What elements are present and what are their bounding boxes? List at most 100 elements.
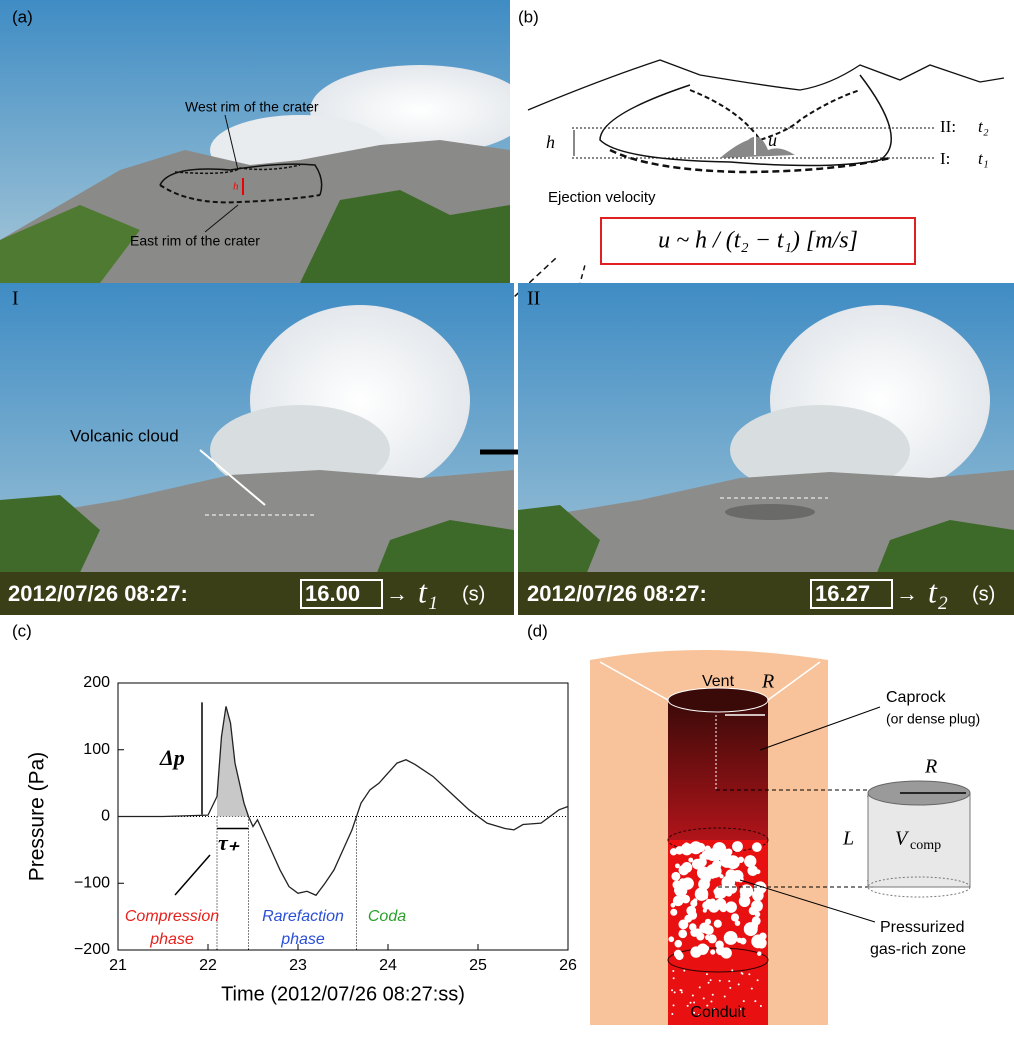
bubble <box>744 922 758 936</box>
y-tick-label: 0 <box>101 808 110 825</box>
bubble <box>731 913 739 921</box>
label: Vent <box>702 673 735 690</box>
bubble <box>738 983 740 985</box>
bubble <box>710 1001 712 1003</box>
bubble <box>704 946 709 951</box>
x-axis-label: Time (2012/07/26 08:27:ss) <box>221 983 465 1005</box>
bubble <box>740 884 753 897</box>
timestamp-seconds: 16.00 <box>305 581 360 606</box>
bubble <box>671 1013 673 1015</box>
bubble <box>710 949 715 954</box>
bubble <box>674 950 682 958</box>
photo-a <box>0 0 530 283</box>
bubble <box>670 848 677 855</box>
phase-label: Rarefaction <box>262 908 344 925</box>
bubble <box>715 898 726 909</box>
bubble <box>729 987 731 989</box>
annotation: II: <box>940 117 956 136</box>
time-symbol: t₁ <box>418 573 438 609</box>
phase-label: Coda <box>368 908 406 925</box>
bubble <box>681 862 692 873</box>
bubble <box>703 997 705 999</box>
tau: τ₊ <box>218 830 240 855</box>
bubble <box>724 996 726 998</box>
label: Pressurized <box>880 919 964 936</box>
y-tick-label: −100 <box>74 874 110 891</box>
bubble <box>744 855 756 867</box>
bubble <box>692 994 694 996</box>
bubble <box>673 881 679 887</box>
y-tick-label: −200 <box>74 941 110 958</box>
bubble <box>678 929 687 938</box>
bubble <box>725 901 736 912</box>
panel-label: (c) <box>12 621 32 640</box>
annotation: Volcanic cloud <box>70 426 179 445</box>
bubble <box>731 969 733 971</box>
arrow: → <box>386 581 408 606</box>
data-line <box>118 706 568 895</box>
photo-frame-1 <box>0 283 514 615</box>
timestamp: 2012/07/26 08:27: <box>8 581 188 606</box>
phase-label: phase <box>280 931 325 948</box>
bubble <box>682 879 687 884</box>
label: Conduit <box>690 1004 746 1021</box>
figure: (a) West rim of the crater East rim of t… <box>0 0 1014 1032</box>
annotation: h <box>546 132 555 152</box>
delta-p: Δp <box>159 745 185 770</box>
bubble <box>724 931 738 945</box>
bubble <box>687 1005 689 1007</box>
bubble <box>686 906 696 916</box>
annotation: h <box>233 181 239 193</box>
bubble <box>708 982 710 984</box>
bubble <box>719 874 723 878</box>
bubble <box>752 842 762 852</box>
panel-label: (d) <box>527 621 548 640</box>
bubble <box>675 863 680 868</box>
bubble <box>674 940 682 948</box>
bubble <box>688 858 693 863</box>
x-tick-label: 22 <box>199 957 217 974</box>
x-tick-label: 25 <box>469 957 487 974</box>
label: gas-rich zone <box>870 941 966 958</box>
bubble <box>735 920 741 926</box>
caption: Ejection velocity <box>548 189 656 206</box>
bubble <box>690 928 699 937</box>
x-tick-label: 24 <box>379 957 397 974</box>
timestamp: 2012/07/26 08:27: <box>527 581 707 606</box>
formula: u ~ h / (t₂ − t₁) [m/s] <box>658 228 858 254</box>
bubble <box>732 841 743 852</box>
bubble <box>755 912 761 918</box>
bubble <box>748 973 750 975</box>
bubble <box>674 991 676 993</box>
bubble <box>714 920 722 928</box>
annotation: u <box>768 130 777 150</box>
bubble <box>751 988 753 990</box>
bubble <box>699 923 710 934</box>
bubble <box>705 935 710 940</box>
bubble <box>752 890 764 902</box>
bubble <box>760 1005 762 1007</box>
phase-label: phase <box>149 931 194 948</box>
bubble <box>757 979 759 981</box>
bubble <box>715 940 724 949</box>
bubble <box>701 873 711 883</box>
label: comp <box>910 838 941 853</box>
bubble <box>743 1000 745 1002</box>
x-tick-label: 21 <box>109 957 127 974</box>
bubble <box>678 919 688 929</box>
bubble <box>693 898 698 903</box>
time-symbol: t₂ <box>928 573 948 609</box>
panel-label: (a) <box>12 7 33 26</box>
bubble <box>706 973 708 975</box>
label: Caprock <box>886 689 947 706</box>
bubble <box>697 891 702 896</box>
bubble <box>684 842 689 847</box>
bubble <box>728 980 730 982</box>
x-tick-label: 26 <box>559 957 577 974</box>
bubble <box>696 843 705 852</box>
bubble <box>671 903 676 908</box>
bubble <box>751 905 759 913</box>
bubble <box>673 977 675 979</box>
label: R <box>761 671 774 693</box>
